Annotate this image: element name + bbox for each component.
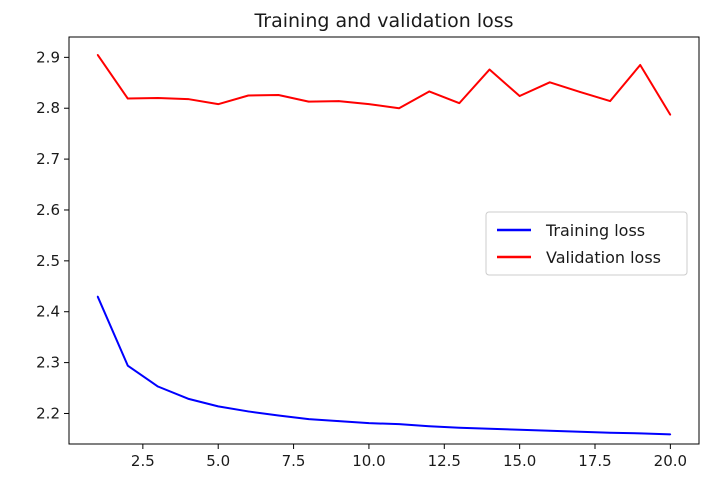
series-lines (96, 54, 672, 436)
x-tick-label: 2.5 (131, 452, 155, 470)
validation-loss-point (458, 102, 461, 104)
y-tick-label: 2.6 (36, 201, 60, 219)
validation-loss-point (247, 94, 250, 97)
validation-loss-line (96, 54, 672, 116)
training-loss-point (277, 414, 280, 417)
y-axis: 2.2 2.3 2.4 2.5 2.6 2.7 2.8 2.9 (36, 48, 69, 422)
x-tick-label: 7.5 (282, 452, 306, 470)
x-tick-label: 15.0 (503, 452, 536, 470)
chart-title: Training and validation loss (253, 10, 513, 32)
x-tick-label: 5.0 (206, 452, 230, 470)
training-loss-point (307, 418, 310, 420)
validation-loss-point (217, 103, 220, 105)
validation-loss-point (157, 97, 159, 99)
legend: Training loss Validation loss (485, 211, 688, 276)
y-tick-label: 2.4 (36, 303, 60, 321)
y-tick-label: 2.8 (36, 99, 60, 117)
training-loss-line (96, 296, 671, 436)
legend-label-training-loss: Training loss (545, 221, 645, 240)
validation-loss-point (187, 98, 189, 100)
training-loss-point (669, 433, 672, 436)
validation-loss-point (307, 100, 310, 103)
training-loss-point (548, 429, 551, 432)
training-loss-point (488, 427, 491, 430)
y-tick-label: 2.9 (36, 48, 60, 66)
training-loss-point (398, 423, 400, 425)
training-loss-point (458, 426, 461, 429)
validation-loss-point (428, 90, 431, 93)
validation-loss-point (337, 100, 340, 102)
y-tick-label: 2.2 (36, 404, 60, 422)
validation-loss-point (96, 54, 99, 56)
validation-loss-point (579, 91, 581, 93)
training-loss-point (609, 432, 611, 434)
validation-loss-point (518, 95, 521, 97)
legend-box (485, 211, 688, 276)
validation-loss-point (669, 114, 672, 116)
training-loss-point (579, 430, 581, 433)
validation-loss-point (609, 100, 611, 102)
x-tick-label: 12.5 (428, 452, 461, 470)
training-loss-point (368, 422, 370, 424)
validation-loss-point (368, 103, 370, 105)
training-loss-point (187, 397, 189, 400)
training-loss-point (337, 420, 340, 422)
x-tick-label: 17.5 (578, 452, 611, 470)
y-tick-label: 2.5 (36, 252, 60, 270)
validation-loss-point (126, 97, 129, 100)
training-loss-point (157, 385, 159, 388)
y-tick-label: 2.7 (36, 150, 60, 168)
validation-loss-point (639, 64, 642, 66)
training-loss-point (126, 364, 129, 367)
training-loss-point (518, 428, 521, 431)
validation-loss-point (398, 107, 400, 110)
training-loss-point (639, 432, 642, 435)
training-loss-point (217, 405, 220, 408)
y-tick-label: 2.3 (36, 354, 60, 372)
validation-loss-point (488, 68, 491, 71)
x-axis: 2.5 5.0 7.5 10.0 12.5 15.0 17.5 20.0 (131, 444, 687, 470)
x-tick-label: 20.0 (654, 452, 687, 470)
training-loss-point (247, 410, 250, 413)
legend-label-validation-loss: Validation loss (546, 248, 661, 267)
training-loss-point (428, 425, 431, 427)
training-loss-point (96, 295, 99, 298)
x-tick-label: 10.0 (352, 452, 385, 470)
validation-loss-point (277, 94, 280, 96)
validation-loss-point (548, 81, 551, 84)
